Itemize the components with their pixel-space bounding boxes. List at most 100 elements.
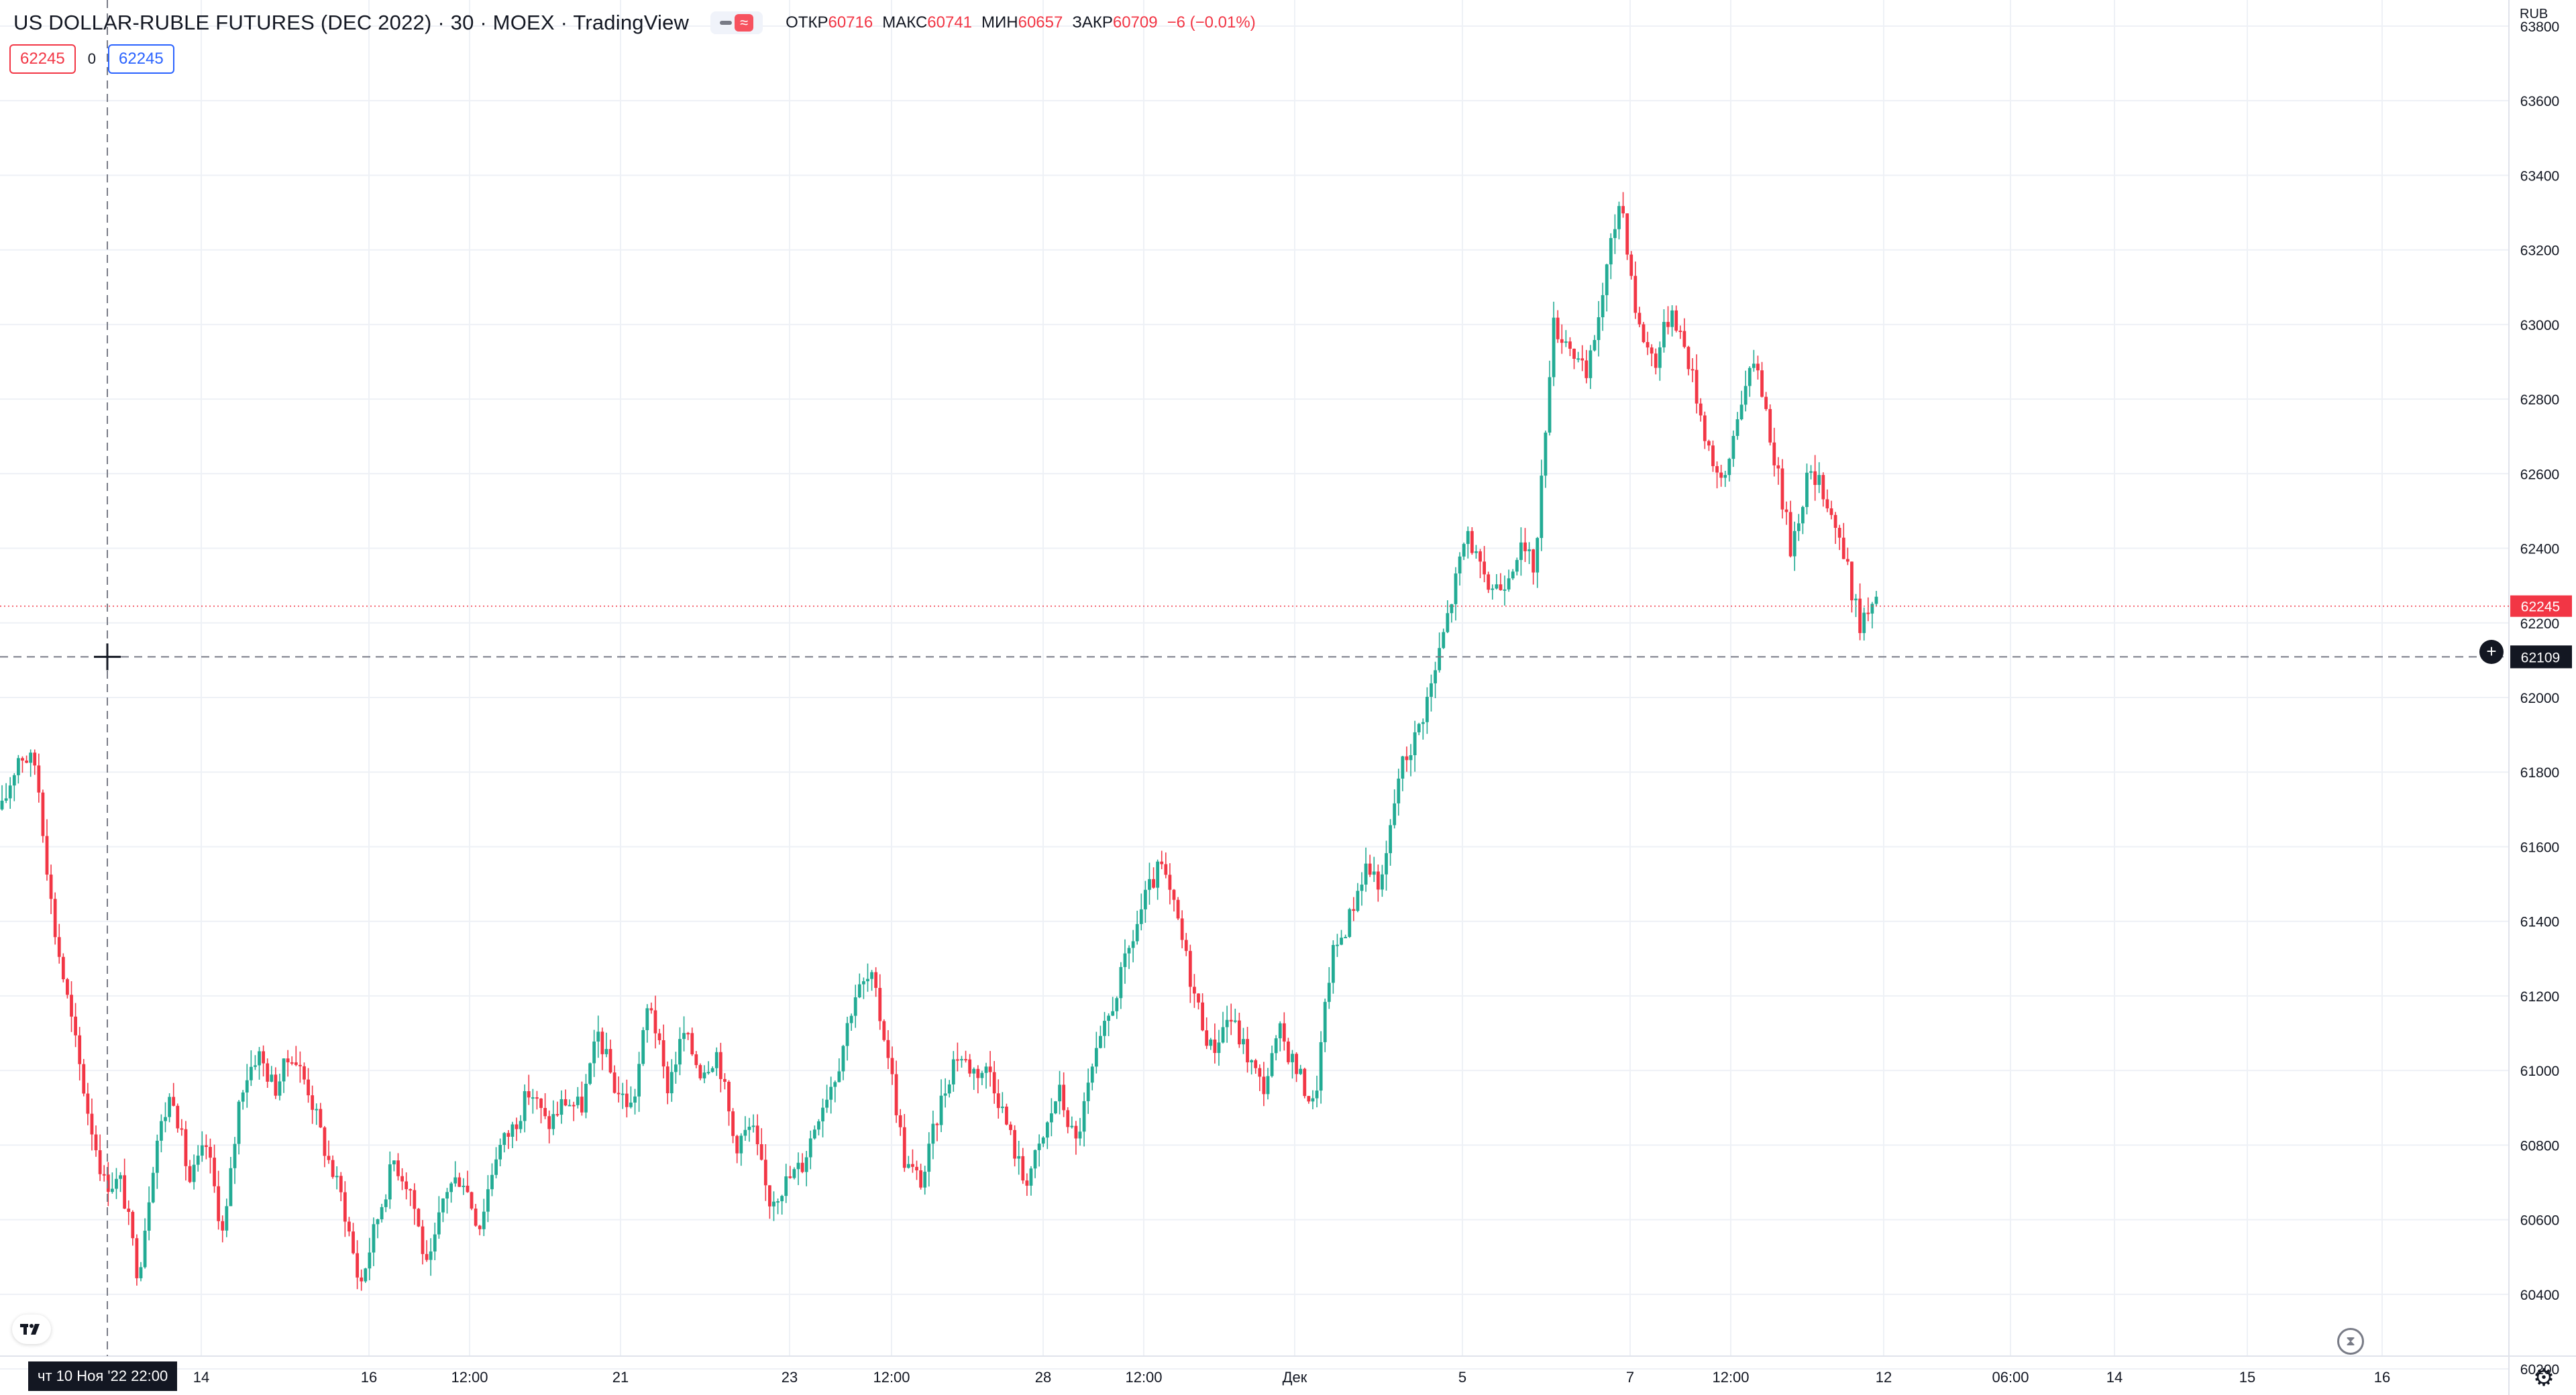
candle-body xyxy=(1572,348,1576,359)
candle-body xyxy=(841,1046,845,1072)
candle-body xyxy=(751,1125,755,1127)
candle-body xyxy=(139,1267,143,1278)
candle-body xyxy=(1625,213,1629,255)
candle-body xyxy=(718,1052,722,1079)
y-tick-label: 60200 xyxy=(2520,1362,2559,1378)
replay-hourglass-icon[interactable]: ⧗ xyxy=(2337,1328,2364,1355)
candle-body xyxy=(1340,938,1343,945)
candle-body xyxy=(290,1062,294,1064)
candle-body xyxy=(49,875,53,899)
candle-body xyxy=(1458,556,1462,574)
candle-body xyxy=(772,1201,775,1207)
candle-body xyxy=(1470,531,1474,553)
candle-body xyxy=(1825,499,1829,508)
candle-body xyxy=(237,1101,241,1144)
buy-price-button[interactable]: 62245 xyxy=(108,44,174,74)
candle-body xyxy=(625,1093,629,1107)
candle-body xyxy=(98,1150,102,1174)
add-alert-icon[interactable]: + xyxy=(2479,640,2504,664)
candle-body xyxy=(380,1207,384,1219)
y-tick-label: 63000 xyxy=(2520,318,2559,333)
candle-body xyxy=(878,988,882,1021)
candle-body xyxy=(1690,369,1695,371)
sell-price-button[interactable]: 62245 xyxy=(9,44,76,74)
candle-body xyxy=(1135,924,1139,942)
symbol-title[interactable]: US DOLLAR-RUBLE FUTURES (DEC 2022) · 30 … xyxy=(13,11,690,34)
candle-body xyxy=(1303,1068,1307,1097)
candle-body xyxy=(1172,889,1176,900)
candle-body xyxy=(523,1091,527,1121)
y-tick-label: 63400 xyxy=(2520,168,2559,184)
candle-body xyxy=(270,1074,274,1082)
x-tick-label: 12:00 xyxy=(1125,1369,1162,1386)
candle-body xyxy=(1107,1015,1111,1021)
candle-body xyxy=(988,1066,992,1072)
candle-body xyxy=(661,1040,665,1067)
candle-body xyxy=(311,1095,315,1110)
candle-body xyxy=(441,1198,445,1213)
candle-body xyxy=(735,1135,739,1154)
candle-body xyxy=(678,1039,682,1065)
candle-body xyxy=(1299,1068,1303,1074)
candle-body xyxy=(1862,612,1866,633)
candle-body xyxy=(1160,861,1164,864)
candle-body xyxy=(1021,1156,1025,1181)
candle-body xyxy=(1307,1096,1311,1102)
candle-body xyxy=(413,1190,417,1209)
candle-body xyxy=(37,765,41,793)
candle-body xyxy=(947,1084,951,1094)
candle-body xyxy=(964,1059,967,1061)
candle-body xyxy=(1654,353,1658,368)
candle-body xyxy=(1258,1068,1262,1077)
candle-body xyxy=(743,1129,747,1136)
candle-body xyxy=(172,1097,176,1106)
candle-body xyxy=(1029,1168,1033,1186)
candle-body xyxy=(433,1234,437,1252)
candle-body xyxy=(1813,471,1817,486)
candle-body xyxy=(1483,561,1487,575)
candle-body xyxy=(1156,861,1160,888)
candle-body xyxy=(1009,1124,1012,1130)
y-tick-label: 61200 xyxy=(2520,989,2559,1005)
candle-body xyxy=(425,1253,429,1260)
candle-body xyxy=(486,1189,490,1212)
compare-toggle[interactable]: ≈ xyxy=(710,11,763,34)
candle-body xyxy=(968,1059,972,1074)
candle-body xyxy=(1000,1107,1004,1109)
candle-body xyxy=(641,1029,645,1064)
candle-body xyxy=(890,1058,894,1074)
x-tick-label: 28 xyxy=(1035,1369,1051,1386)
candle-body xyxy=(396,1160,400,1176)
candle-body xyxy=(1670,310,1674,327)
candle-body xyxy=(1090,1066,1094,1083)
candle-body xyxy=(1796,523,1801,531)
tradingview-logo-icon[interactable] xyxy=(12,1315,51,1344)
candle-body xyxy=(1593,339,1597,351)
y-tick-label: 61000 xyxy=(2520,1064,2559,1079)
open-value: 60716 xyxy=(828,13,873,32)
candle-body xyxy=(1229,1019,1233,1022)
candle-body xyxy=(1556,317,1560,339)
chart-legend: US DOLLAR-RUBLE FUTURES (DEC 2022) · 30 … xyxy=(13,9,1256,36)
candle-body xyxy=(1421,722,1425,724)
candle-body xyxy=(1389,825,1393,854)
candle-body xyxy=(1874,596,1878,604)
y-tick-label: 61800 xyxy=(2520,765,2559,781)
candle-body xyxy=(710,1068,714,1072)
candle-body xyxy=(470,1192,474,1209)
settings-gear-icon[interactable]: ⚙ xyxy=(2532,1363,2555,1391)
candle-body xyxy=(1217,1042,1221,1054)
candle-body xyxy=(1005,1107,1008,1125)
candle-body xyxy=(478,1225,482,1229)
x-tick-label: 16 xyxy=(361,1369,377,1386)
candle-body xyxy=(1344,936,1348,938)
x-tick-label: 14 xyxy=(193,1369,209,1386)
axis-currency-label[interactable]: RUB xyxy=(2520,7,2548,21)
candle-body xyxy=(886,1040,890,1058)
candle-body xyxy=(462,1185,466,1187)
candle-body xyxy=(506,1133,511,1137)
candle-body xyxy=(665,1066,669,1094)
candle-body xyxy=(763,1160,767,1186)
candle-body xyxy=(119,1175,122,1179)
